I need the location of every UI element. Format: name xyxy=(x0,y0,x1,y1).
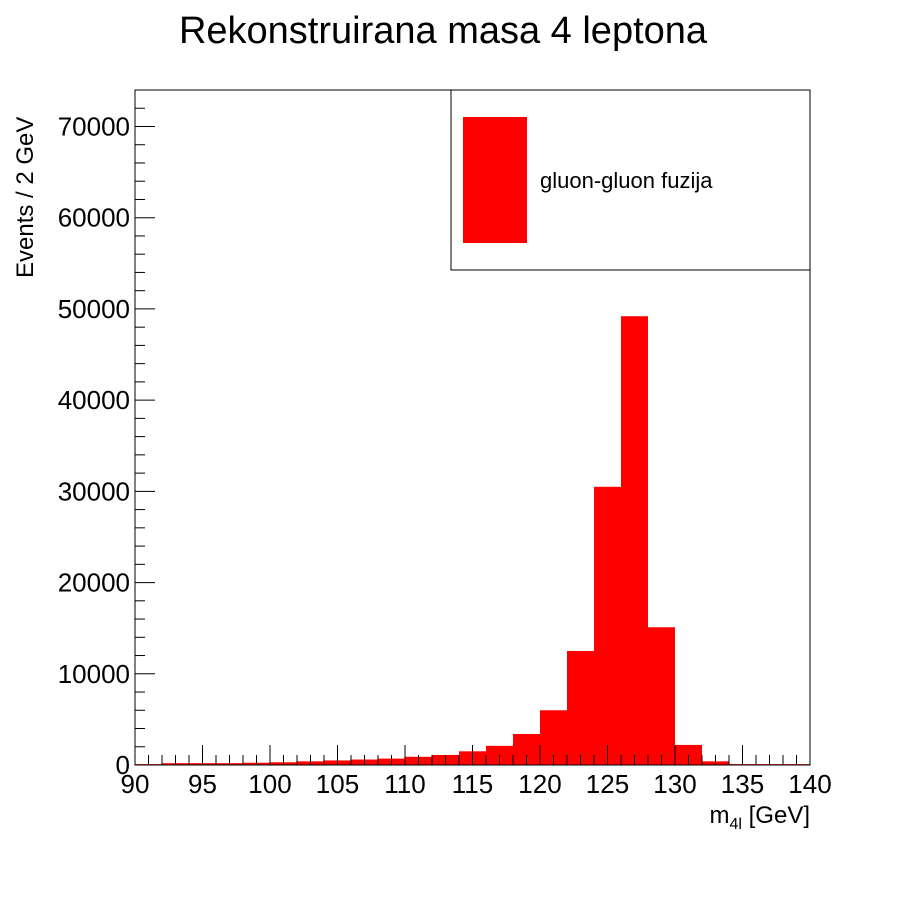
x-tick-label: 120 xyxy=(518,769,561,799)
chart-title: Rekonstruirana masa 4 leptona xyxy=(179,10,708,52)
histogram-bars xyxy=(135,316,810,765)
y-tick-label: 10000 xyxy=(58,659,130,689)
x-tick-label: 130 xyxy=(653,769,696,799)
x-tick-label: 105 xyxy=(316,769,359,799)
x-axis-title-unit: [GeV] xyxy=(742,802,810,829)
y-tick-label: 0 xyxy=(116,750,130,780)
legend-label: gluon-gluon fuzija xyxy=(540,168,713,193)
x-axis: 90 95 100 105 110 115 120 125 130 135 140 xyxy=(121,745,832,799)
x-axis-title: m4l [GeV] xyxy=(710,802,810,833)
y-axis: 0 10000 20000 30000 40000 50000 60000 70000 xyxy=(58,89,155,780)
legend: gluon-gluon fuzija xyxy=(450,89,811,271)
histogram-bar xyxy=(621,316,648,765)
x-tick-label: 115 xyxy=(452,769,493,799)
x-tick-label: 100 xyxy=(248,769,291,799)
y-tick-label: 70000 xyxy=(58,111,130,141)
x-tick-label: 90 xyxy=(121,769,150,799)
histogram-bar xyxy=(648,627,675,765)
histogram-bar xyxy=(567,650,594,765)
y-tick-label: 60000 xyxy=(58,203,130,233)
x-axis-title-main: m xyxy=(710,802,730,829)
histogram-bar xyxy=(594,486,621,765)
x-tick-label: 135 xyxy=(721,769,764,799)
legend-swatch xyxy=(463,117,527,243)
x-tick-label: 95 xyxy=(188,769,217,799)
y-tick-label: 50000 xyxy=(58,294,130,324)
x-tick-label: 125 xyxy=(586,769,629,799)
x-axis-title-subscript: 4l xyxy=(730,816,742,833)
histogram-bar xyxy=(675,744,702,765)
y-axis-title: Events / 2 GeV xyxy=(12,117,39,278)
x-tick-label: 140 xyxy=(788,769,831,799)
y-tick-label: 40000 xyxy=(58,385,130,415)
y-tick-label: 30000 xyxy=(58,476,130,506)
x-tick-label: 110 xyxy=(384,769,425,799)
y-tick-label: 20000 xyxy=(58,568,130,598)
